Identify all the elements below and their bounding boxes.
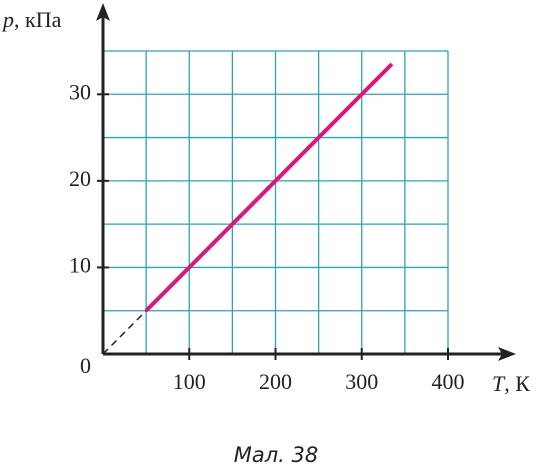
x-unit: , К bbox=[504, 371, 530, 396]
y-tick-label: 10 bbox=[69, 252, 91, 277]
y-axis-label: p, кПа bbox=[1, 7, 62, 32]
y-tick-label: 0 bbox=[80, 353, 91, 378]
x-tick-label: 400 bbox=[432, 369, 465, 394]
x-tick-label: 200 bbox=[259, 369, 292, 394]
x-tick-label: 300 bbox=[345, 369, 378, 394]
line bbox=[102, 310, 147, 355]
x-tick-label: 100 bbox=[173, 369, 206, 394]
y-axis-arrow bbox=[96, 3, 110, 21]
x-symbol: T bbox=[492, 371, 506, 396]
y-tick-label: 20 bbox=[69, 166, 91, 191]
y-unit: , кПа bbox=[14, 7, 62, 32]
y-symbol: p bbox=[1, 7, 14, 32]
x-axis-label: T, К bbox=[492, 371, 530, 396]
x-axis-arrow bbox=[498, 347, 516, 361]
y-tick-label: 30 bbox=[69, 79, 91, 104]
line bbox=[144, 62, 394, 313]
caption: Мал. 38 bbox=[234, 443, 318, 467]
